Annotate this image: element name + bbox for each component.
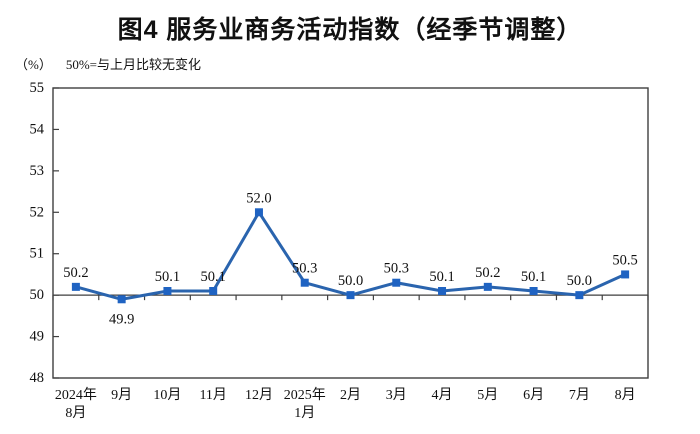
data-point-label: 50.5 xyxy=(612,252,637,268)
data-point-label: 50.0 xyxy=(338,273,363,289)
data-point-label: 50.3 xyxy=(292,261,317,277)
data-point-label: 50.0 xyxy=(567,273,592,289)
y-axis-tick-label: 51 xyxy=(30,246,45,262)
data-point-marker xyxy=(163,287,172,295)
data-point-label: 50.1 xyxy=(201,269,226,285)
x-axis-category-label: 3月 xyxy=(386,387,407,403)
x-axis-category-label: 6月 xyxy=(523,387,544,403)
y-axis-unit-label: （%） xyxy=(15,57,52,72)
data-point-marker xyxy=(346,291,355,300)
data-point-label: 50.2 xyxy=(475,265,500,281)
data-point-marker xyxy=(117,295,126,304)
data-point-label: 50.1 xyxy=(155,269,180,285)
data-point-label: 50.1 xyxy=(429,269,454,285)
x-axis-category-sublabel: 8月 xyxy=(65,405,86,421)
y-axis-tick-label: 55 xyxy=(30,80,45,96)
data-point-marker xyxy=(575,291,584,300)
x-axis-category-label: 9月 xyxy=(111,387,132,403)
x-axis-category-label: 7月 xyxy=(569,387,590,403)
data-point-label: 50.2 xyxy=(63,265,88,281)
data-point-marker xyxy=(483,282,492,291)
data-point-marker xyxy=(300,278,309,287)
data-point-marker xyxy=(621,270,630,279)
reference-note: 50%=与上月比较无变化 xyxy=(65,57,202,72)
x-axis-category-label: 5月 xyxy=(477,387,498,403)
chart-title: 图4 服务业商务活动指数（经季节调整） xyxy=(117,16,583,44)
y-axis-tick-label: 50 xyxy=(30,287,45,303)
x-axis-category-label: 2月 xyxy=(340,387,361,403)
x-axis-category-label: 12月 xyxy=(245,387,273,403)
data-point-marker xyxy=(529,287,538,295)
y-axis-tick-label: 52 xyxy=(30,204,45,220)
y-axis-tick-label: 54 xyxy=(30,121,45,137)
data-point-marker xyxy=(254,208,263,217)
y-axis-tick-label: 53 xyxy=(30,163,45,179)
plot-area-border xyxy=(52,87,649,379)
x-axis-category-label: 10月 xyxy=(153,387,181,403)
x-axis-category-label: 2025年 xyxy=(284,387,326,403)
x-axis-category-label: 4月 xyxy=(432,387,453,403)
x-axis-category-label: 11月 xyxy=(199,387,226,403)
chart-subtitle: （%） 50%=与上月比较无变化 xyxy=(15,54,201,73)
data-point-label: 50.3 xyxy=(384,261,409,277)
x-axis-category-label: 8月 xyxy=(615,387,636,403)
data-point-label: 50.1 xyxy=(521,269,546,285)
x-axis-category-sublabel: 1月 xyxy=(294,405,315,421)
x-axis-category-label: 2024年 xyxy=(55,387,97,403)
y-axis-tick-label: 48 xyxy=(30,370,45,386)
data-point-label: 52.0 xyxy=(246,190,271,206)
data-point-marker xyxy=(71,282,80,291)
data-point-marker xyxy=(438,287,447,295)
data-point-marker xyxy=(209,287,218,295)
data-point-label: 49.9 xyxy=(109,311,134,327)
y-axis-tick-label: 49 xyxy=(30,329,45,345)
data-point-marker xyxy=(392,278,401,287)
